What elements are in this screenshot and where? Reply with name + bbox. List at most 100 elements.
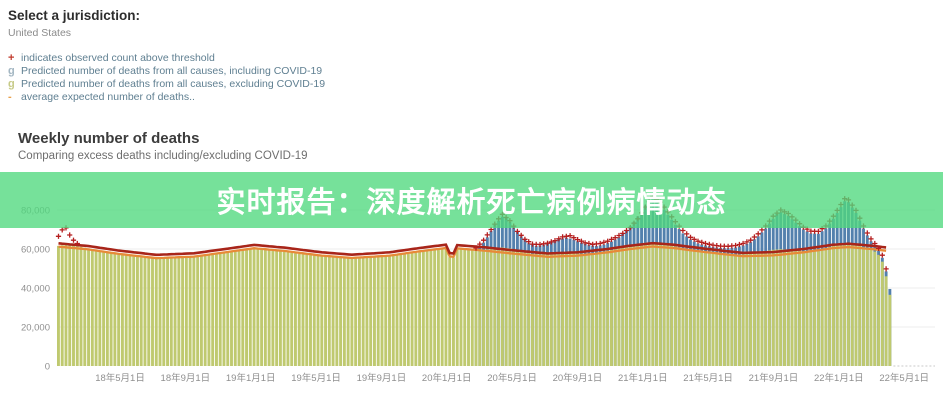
- bar-excluding-covid: [489, 248, 493, 366]
- bar-excluding-covid: [862, 247, 865, 366]
- bar-excluding-covid: [436, 249, 440, 366]
- bar-excluding-covid: [391, 255, 395, 366]
- bar-excluding-covid: [316, 255, 320, 366]
- bar-excluding-covid: [745, 253, 749, 366]
- bar-excluding-covid: [57, 245, 60, 366]
- bar-excluding-covid: [685, 248, 689, 366]
- y-tick-label: 60,000: [21, 245, 50, 256]
- bar-excluding-covid: [369, 257, 373, 366]
- threshold-line: [58, 241, 887, 257]
- bar-excluding-covid: [783, 249, 786, 366]
- bar-excluding-covid: [493, 248, 497, 366]
- bar-excluding-covid: [542, 254, 546, 366]
- bar-excluding-covid: [564, 252, 568, 366]
- x-tick-label: 20年9月1日: [553, 372, 603, 384]
- legend-item-label: average expected number of deaths..: [21, 91, 195, 103]
- bar-excluding-covid: [850, 243, 854, 366]
- bar-excluding-covid: [700, 251, 704, 366]
- weekly-deaths-chart: 020,00040,00060,00080,00018年5月1日18年9月1日1…: [21, 193, 935, 384]
- jurisdiction-value[interactable]: United States: [8, 27, 72, 39]
- bar-excluding-covid: [884, 276, 888, 366]
- bar-excluding-covid: [749, 253, 753, 366]
- bar-excluding-covid: [64, 244, 68, 366]
- bar-excluding-covid: [775, 249, 779, 366]
- bar-excluding-covid: [139, 257, 143, 366]
- chart-legend: + indicates observed count above thresho…: [8, 52, 325, 104]
- bar-excluding-covid: [354, 258, 358, 366]
- bar-excluding-covid: [598, 252, 602, 366]
- bar-excluding-covid: [282, 251, 286, 366]
- x-tick-label: 21年9月1日: [749, 372, 799, 384]
- x-tick-label: 21年5月1日: [683, 372, 733, 384]
- y-tick-label: 20,000: [21, 323, 50, 334]
- bar-excluding-covid: [677, 247, 681, 366]
- bar-excluding-covid: [828, 246, 832, 366]
- bar-excluding-covid: [647, 242, 651, 366]
- bar-excluding-covid: [730, 254, 734, 366]
- bar-excluding-covid: [877, 254, 881, 366]
- bar-excluding-covid: [361, 257, 365, 366]
- bar-excluding-covid: [154, 258, 158, 366]
- bar-excluding-covid: [756, 252, 760, 366]
- bar-excluding-covid: [245, 249, 248, 366]
- bar-excluding-covid: [760, 251, 764, 366]
- bar-excluding-covid: [286, 252, 290, 366]
- bar-excluding-covid: [610, 249, 613, 366]
- bar-excluding-covid: [222, 252, 226, 366]
- bar-excluding-covid: [169, 258, 173, 366]
- bar-excluding-covid: [655, 242, 659, 366]
- bar-excluding-covid: [500, 247, 504, 366]
- bar-excluding-covid: [482, 249, 486, 366]
- legend-item-expected: - average expected number of deaths..: [8, 91, 325, 104]
- bar-excluding-covid: [835, 244, 839, 366]
- bar-excluding-covid: [252, 248, 256, 366]
- bar-excluding-covid: [801, 251, 805, 366]
- bar-excluding-covid: [357, 258, 361, 366]
- bar-excluding-covid: [865, 248, 869, 366]
- bar-excluding-covid: [666, 245, 670, 366]
- bar-excluding-covid: [376, 256, 380, 366]
- bar-excluding-covid: [880, 261, 884, 366]
- bar-excluding-covid: [113, 253, 117, 366]
- bar-excluding-covid: [816, 249, 820, 366]
- bar-excluding-covid: [403, 254, 407, 366]
- bar-excluding-covid: [294, 253, 297, 366]
- bar-excluding-covid: [444, 248, 448, 366]
- bar-excluding-covid: [632, 245, 636, 366]
- bar-excluding-covid: [196, 256, 200, 366]
- bar-excluding-covid: [429, 250, 433, 366]
- bar-excluding-covid: [869, 249, 873, 366]
- bar-excluding-covid: [643, 242, 647, 366]
- bar-excluding-covid: [854, 244, 858, 366]
- bar-excluding-covid: [673, 246, 677, 366]
- bar-excluding-covid: [561, 252, 565, 366]
- plus-marker-icon: +: [8, 52, 15, 64]
- bar-excluding-covid: [260, 249, 264, 366]
- bar-excluding-covid: [651, 242, 655, 366]
- bar-excluding-covid: [485, 249, 489, 366]
- bar-excluding-covid: [809, 251, 813, 366]
- bar-excluding-covid: [798, 250, 802, 366]
- bar-excluding-covid: [278, 251, 282, 366]
- x-tick-label: 22年1月1日: [814, 372, 864, 384]
- bar-excluding-covid: [568, 252, 572, 366]
- bar-excluding-covid: [587, 253, 591, 366]
- x-tick-label: 19年9月1日: [357, 372, 407, 384]
- bar-excluding-covid: [309, 255, 312, 366]
- bar-excluding-covid: [602, 251, 606, 366]
- x-tick-label: 22年5月1日: [879, 372, 929, 384]
- bar-excluding-covid: [177, 257, 181, 366]
- x-tick-label: 20年1月1日: [422, 372, 472, 384]
- bar-excluding-covid: [271, 250, 275, 366]
- bar-excluding-covid: [342, 257, 346, 366]
- bar-excluding-covid: [158, 258, 162, 366]
- bar-excluding-covid: [711, 253, 715, 366]
- bar-excluding-covid: [211, 254, 215, 366]
- bar-excluding-covid: [531, 253, 534, 366]
- x-tick-label: 18年9月1日: [161, 372, 211, 384]
- bar-excluding-covid: [181, 257, 185, 366]
- bar-excluding-covid: [764, 250, 768, 366]
- bar-excluding-covid: [301, 254, 305, 366]
- bar-excluding-covid: [384, 256, 388, 366]
